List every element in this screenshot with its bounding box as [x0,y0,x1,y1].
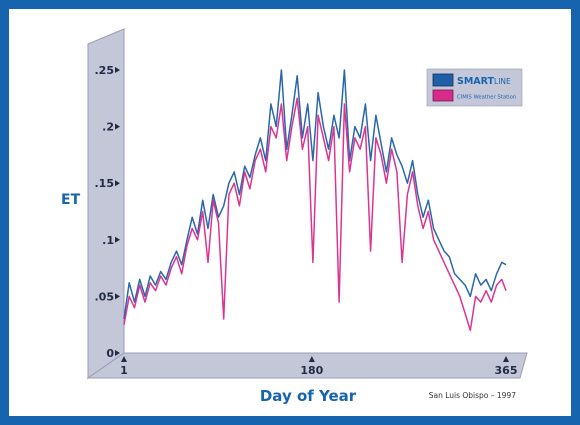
series-layer [123,69,507,332]
legend-label-cimis: CIMIS Weather Station [457,95,516,101]
legend-swatch-cimis [432,89,454,102]
x-tick-label: 180 [300,364,323,377]
series-line-smartline [123,69,507,320]
legend-swatch-smartline [432,73,454,87]
x-axis-title: Day of Year [260,387,357,405]
legend-label-smartline: SMARTLINE [457,76,511,87]
x-tick-marker [308,356,315,362]
y-tick-marker [115,180,120,187]
y-tick-marker [115,350,120,356]
location-year-note: San Luis Obispo – 1997 [429,391,517,400]
y-tick-label: .15 [95,177,115,190]
y-tick-marker [115,123,120,130]
y-tick-marker [115,236,120,243]
y-tick-marker [115,293,120,300]
x-axis-panel [86,352,528,379]
y-axis-title: ET [61,192,81,208]
y-axis-ticks: 0 .05 .1 .15 .2 .25 [95,64,120,360]
x-tick-label: 1 [120,364,128,377]
y-tick-label: .05 [95,290,115,303]
y-tick-label: .2 [102,121,114,134]
x-tick-marker [121,356,127,362]
y-tick-label: 0 [106,347,114,360]
x-tick-marker [503,356,509,362]
legend: SMARTLINE CIMIS Weather Station [426,68,523,107]
y-tick-label: .1 [102,234,114,247]
x-axis-ticks: 1 180 365 [120,356,517,377]
x-tick-label: 365 [495,364,518,377]
y-tick-marker [115,67,120,73]
y-axis-panel [87,28,125,379]
series-line-cimis [123,97,507,332]
y-tick-label: .25 [95,64,115,77]
